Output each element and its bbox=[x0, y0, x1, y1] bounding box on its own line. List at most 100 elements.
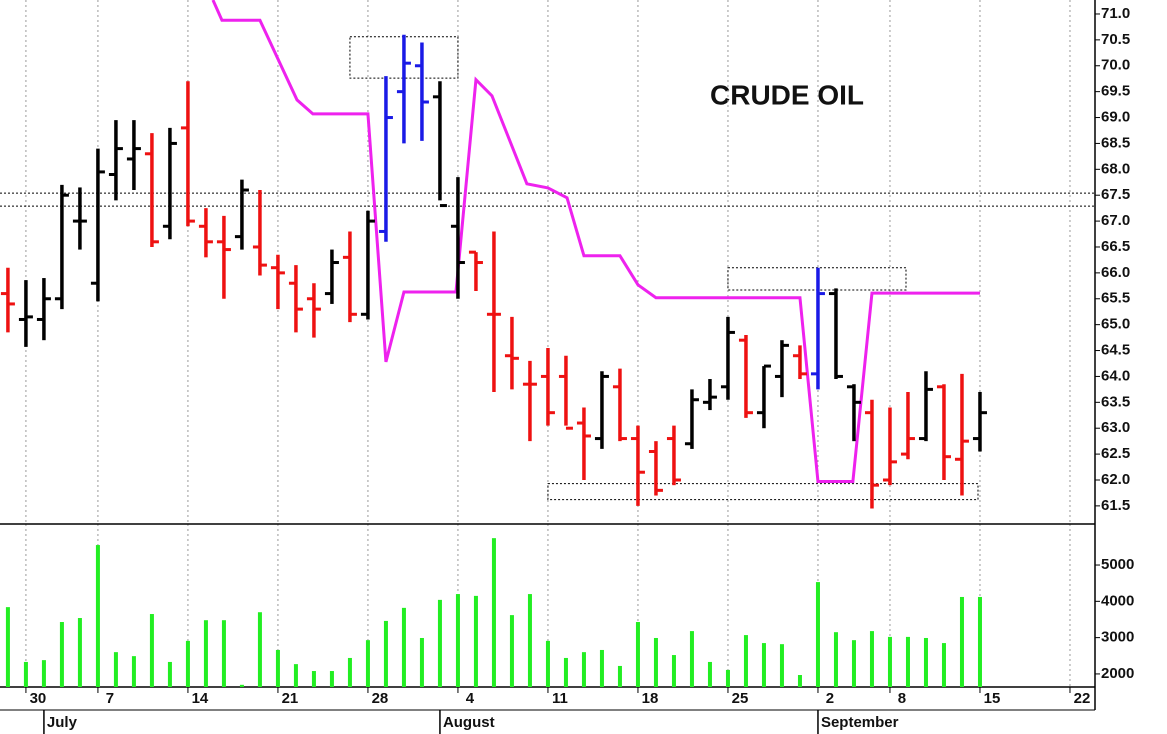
x-tick-label: 15 bbox=[984, 690, 1001, 707]
volume-bar bbox=[743, 635, 748, 687]
volume-bar bbox=[419, 637, 424, 687]
volume-bar bbox=[905, 636, 910, 687]
y-tick-label: 63.0 bbox=[1101, 419, 1130, 436]
y-tick-label: 69.0 bbox=[1101, 109, 1130, 126]
volume-bar bbox=[203, 620, 208, 687]
x-tick-label: 2 bbox=[826, 690, 834, 707]
volume-bar bbox=[5, 607, 10, 687]
y-tick-label: 66.5 bbox=[1101, 238, 1130, 255]
y-tick-label: 2000 bbox=[1101, 665, 1134, 682]
y-tick-label: 68.0 bbox=[1101, 160, 1130, 177]
volume-bar bbox=[977, 596, 982, 687]
volume-bar bbox=[959, 596, 964, 687]
x-tick-label: 7 bbox=[106, 690, 114, 707]
y-tick-label: 67.0 bbox=[1101, 212, 1130, 229]
volume-bar bbox=[509, 615, 514, 687]
x-tick-label: 28 bbox=[372, 690, 389, 707]
volume-bar bbox=[95, 545, 100, 687]
chart-title: CRUDE OIL bbox=[710, 79, 864, 110]
volume-bar bbox=[851, 640, 856, 687]
volume-bar bbox=[563, 657, 568, 687]
x-tick-label: 22 bbox=[1074, 690, 1091, 707]
volume-bar bbox=[923, 637, 928, 687]
volume-bar bbox=[473, 595, 478, 687]
volume-bar bbox=[545, 640, 550, 687]
y-tick-label: 66.0 bbox=[1101, 264, 1130, 281]
x-tick-label: 30 bbox=[30, 690, 47, 707]
volume-bar bbox=[239, 684, 244, 687]
x-tick-label: 18 bbox=[642, 690, 659, 707]
volume-bar bbox=[275, 649, 280, 687]
annotation-box bbox=[349, 36, 459, 79]
volume-bar bbox=[347, 657, 352, 687]
volume-bar bbox=[41, 660, 46, 687]
y-tick-label: 63.5 bbox=[1101, 393, 1130, 410]
volume-bar bbox=[725, 669, 730, 687]
month-label: September bbox=[821, 714, 899, 731]
annotation-box bbox=[547, 483, 979, 501]
month-label: July bbox=[47, 714, 78, 731]
volume-bar bbox=[311, 671, 316, 687]
volume-bar bbox=[833, 632, 838, 687]
y-tick-label: 61.5 bbox=[1101, 497, 1130, 514]
volume-bar bbox=[617, 665, 622, 687]
month-label: August bbox=[443, 714, 495, 731]
volume-bar bbox=[815, 582, 820, 687]
volume-bar bbox=[383, 620, 388, 687]
volume-bar bbox=[437, 599, 442, 687]
volume-bar bbox=[869, 631, 874, 687]
volume-bar bbox=[365, 640, 370, 687]
y-tick-label: 67.5 bbox=[1101, 186, 1130, 203]
y-tick-label: 71.0 bbox=[1101, 5, 1130, 22]
y-tick-label: 64.5 bbox=[1101, 342, 1130, 359]
x-tick-label: 14 bbox=[192, 690, 209, 707]
volume-bar bbox=[77, 618, 82, 687]
volume-bar bbox=[455, 594, 460, 687]
y-tick-label: 65.5 bbox=[1101, 290, 1130, 307]
volume-bar bbox=[653, 637, 658, 687]
volume-bar bbox=[113, 652, 118, 687]
volume-bar bbox=[401, 607, 406, 687]
y-tick-label: 5000 bbox=[1101, 556, 1134, 573]
volume-bar bbox=[779, 644, 784, 687]
y-tick-label: 65.0 bbox=[1101, 316, 1130, 333]
volume-bar bbox=[797, 675, 802, 687]
volume-bar bbox=[887, 636, 892, 687]
y-tick-label: 62.5 bbox=[1101, 445, 1130, 462]
volume-bar bbox=[293, 664, 298, 687]
y-tick-label: 62.0 bbox=[1101, 471, 1130, 488]
y-tick-label: 70.0 bbox=[1101, 57, 1130, 74]
y-tick-label: 69.5 bbox=[1101, 83, 1130, 100]
volume-bar bbox=[329, 671, 334, 687]
volume-bar bbox=[221, 620, 226, 687]
volume-bar bbox=[257, 612, 262, 687]
volume-bar bbox=[23, 661, 28, 687]
y-tick-label: 3000 bbox=[1101, 629, 1134, 646]
volume-bar bbox=[941, 643, 946, 687]
stop-line bbox=[211, 0, 980, 484]
volume-bar bbox=[59, 622, 64, 687]
volume-bar bbox=[167, 661, 172, 687]
volume-bar bbox=[527, 594, 532, 687]
volume-bar bbox=[131, 656, 136, 687]
x-tick-label: 21 bbox=[282, 690, 299, 707]
volume-bar bbox=[581, 652, 586, 687]
y-tick-label: 70.5 bbox=[1101, 31, 1130, 48]
y-tick-label: 64.0 bbox=[1101, 367, 1130, 384]
volume-bar bbox=[689, 631, 694, 687]
volume-bar bbox=[149, 614, 154, 687]
volume-bar bbox=[185, 640, 190, 687]
x-tick-label: 25 bbox=[732, 690, 749, 707]
volume-bar bbox=[761, 643, 766, 687]
volume-bar bbox=[707, 661, 712, 687]
x-tick-label: 11 bbox=[552, 690, 568, 707]
volume-bar bbox=[491, 538, 496, 687]
y-tick-label: 4000 bbox=[1101, 592, 1134, 609]
x-tick-label: 4 bbox=[466, 690, 475, 707]
volume-bar bbox=[671, 655, 676, 687]
y-tick-label: 68.5 bbox=[1101, 134, 1130, 151]
volume-bar bbox=[599, 649, 604, 687]
x-tick-label: 8 bbox=[898, 690, 906, 707]
